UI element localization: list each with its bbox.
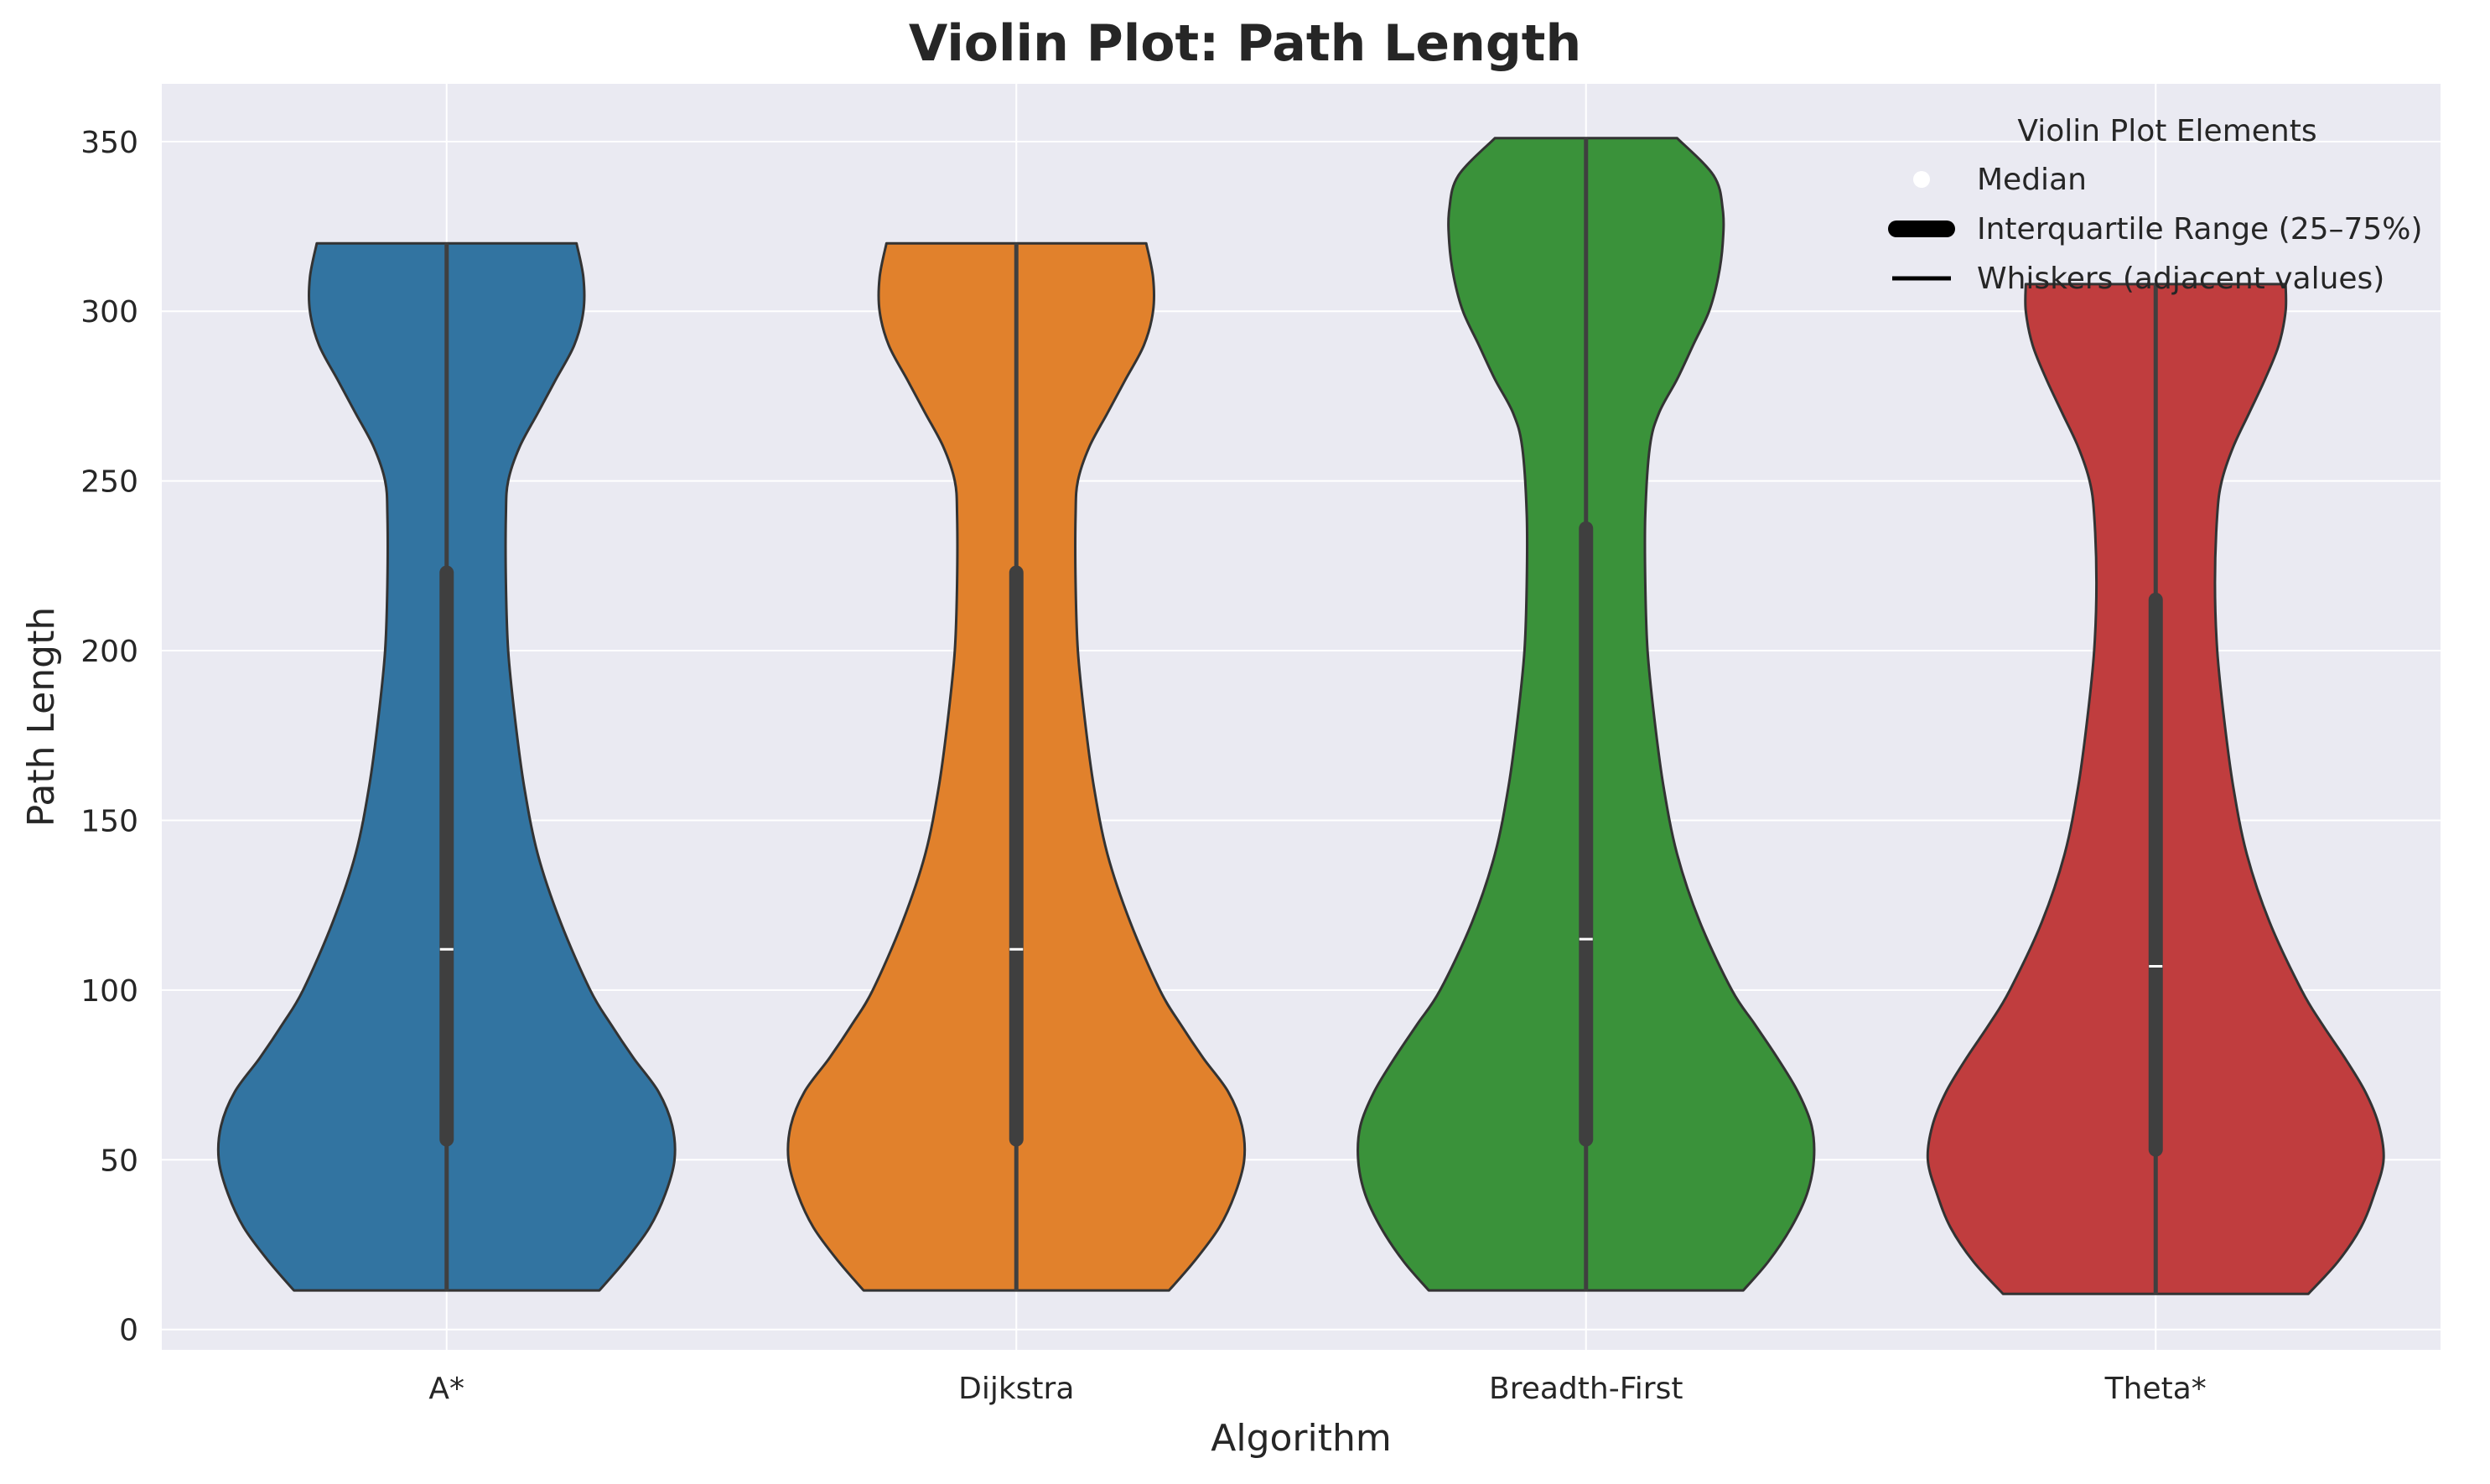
x-axis-label: Algorithm [1211,1417,1392,1460]
y-axis-label: Path Length [20,607,63,827]
legend-item: Whiskers (adjacent values) [1892,262,2384,296]
y-tick-label: 250 [80,465,138,500]
legend-median-marker [1913,171,1930,188]
x-tick-label: Theta* [2104,1372,2207,1406]
legend-label: Interquartile Range (25–75%) [1977,212,2423,246]
y-tick-label: 0 [119,1314,138,1348]
violin-breadth-first [1357,137,1816,1292]
violin-a- [216,241,677,1292]
violins-group [216,137,2385,1295]
legend-item: Median [1913,163,2087,197]
y-tick-label: 350 [80,126,138,160]
y-tick-label: 150 [80,804,138,838]
y-tick-label: 50 [100,1144,138,1178]
legend-item: Interquartile Range (25–75%) [1888,212,2423,246]
legend-label: Whiskers (adjacent values) [1977,262,2384,296]
x-tick-labels: A* Dijkstra Breadth-First Theta* [428,1372,2206,1406]
legend-title: Violin Plot Elements [2017,114,2316,148]
legend-label: Median [1977,163,2087,197]
violin-dijkstra [786,241,1247,1292]
chart-title: Violin Plot: Path Length [909,14,1581,73]
y-tick-label: 200 [80,635,138,669]
x-tick-label: A* [428,1372,464,1406]
y-tick-label: 300 [80,295,138,329]
y-tick-label: 100 [80,974,138,1009]
violin-theta- [1926,283,2385,1295]
y-tick-labels: 0 50 100 150 200 250 300 350 [80,126,138,1348]
x-tick-label: Dijkstra [958,1372,1074,1406]
x-tick-label: Breadth-First [1489,1372,1683,1406]
legend: Violin Plot Elements Median Interquartile … [1888,114,2423,296]
